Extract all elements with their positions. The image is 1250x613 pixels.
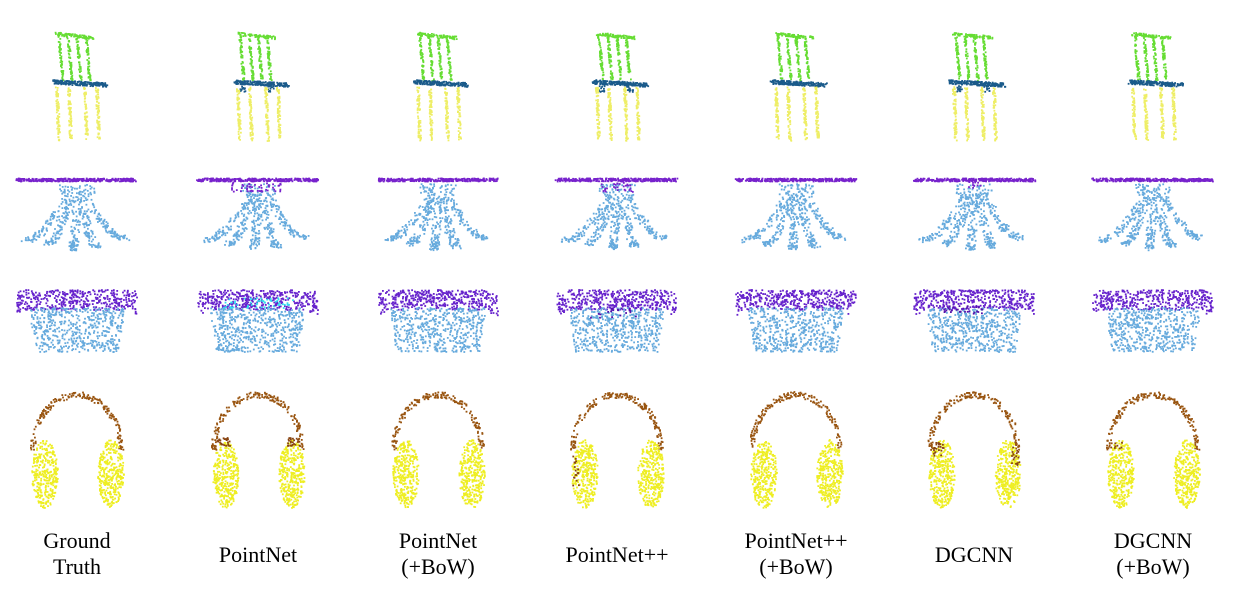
- table-pointcloud-icon: [377, 177, 499, 252]
- headphones-pointcloud-icon: [1106, 391, 1201, 509]
- lamp-pointcloud-icon: [1092, 289, 1214, 353]
- lamp-pointcloud-icon: [378, 289, 499, 353]
- table-pointcloud-icon: [734, 177, 858, 251]
- table-pointcloud-icon: [15, 177, 137, 252]
- chair-pointcloud-icon: [233, 31, 290, 142]
- chair-pointcloud-icon: [413, 31, 469, 142]
- table-pointcloud-icon: [554, 177, 679, 251]
- lamp-pointcloud-icon: [556, 289, 677, 353]
- lamp-pointcloud-icon: [913, 289, 1035, 353]
- headphones-pointcloud-icon: [391, 391, 486, 509]
- lamp-pointcloud-icon: [16, 289, 138, 353]
- headphones-pointcloud-icon: [211, 391, 306, 509]
- lamp-pointcloud-icon: [197, 289, 319, 353]
- chair-pointcloud-icon: [52, 31, 109, 142]
- lamp-pointcloud-icon: [735, 289, 857, 353]
- headphones-pointcloud-icon: [927, 391, 1022, 509]
- headphones-pointcloud-icon: [570, 392, 665, 509]
- table-pointcloud-icon: [1091, 177, 1214, 252]
- chair-pointcloud-icon: [769, 32, 828, 142]
- headphones-pointcloud-icon: [750, 391, 844, 509]
- headphones-pointcloud-icon: [30, 391, 125, 509]
- chair-pointcloud-icon: [591, 32, 650, 142]
- table-pointcloud-icon: [913, 177, 1037, 251]
- chair-pointcloud-icon: [948, 32, 1007, 142]
- chair-pointcloud-icon: [1127, 32, 1184, 141]
- table-pointcloud-icon: [196, 177, 319, 250]
